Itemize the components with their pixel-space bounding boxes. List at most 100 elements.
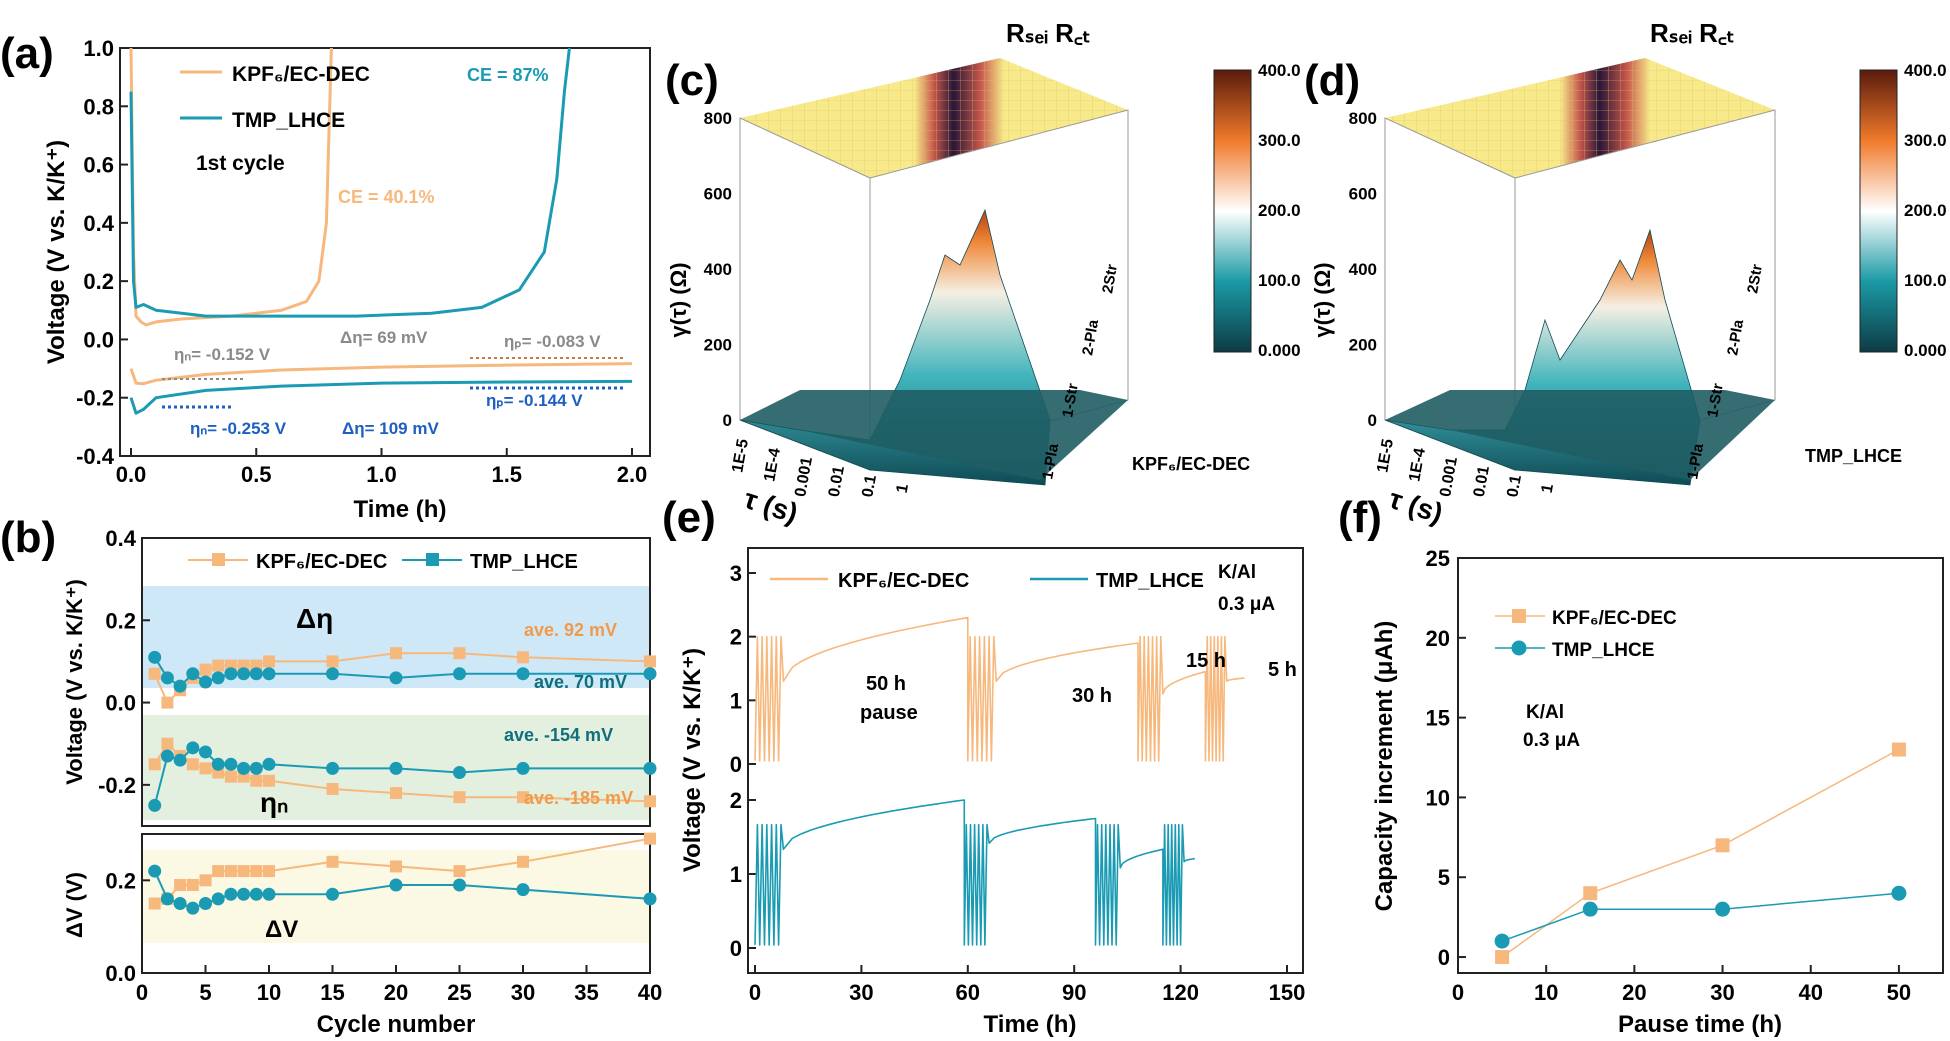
panel-b-dv-kpf6-point — [453, 865, 466, 878]
panel-b-dv-kpf6-point — [326, 855, 339, 868]
panel-e-ytick-label-bottom: 2 — [730, 788, 742, 813]
panel-f-line-tmp — [1501, 892, 1899, 942]
panel-a-xtick-label: 0.5 — [241, 462, 272, 487]
panel-d-colorbar-ticks: 400.0 300.0 200.0 100.0 0.000 — [1904, 61, 1947, 360]
panel-f-axis-ticks: 0 10 20 30 40 50 0 5 10 15 20 25 — [1426, 546, 1912, 1005]
panel-a-ytick-label: 0.6 — [83, 153, 114, 178]
pc-colorbar-label: 300.0 — [1258, 131, 1301, 150]
panel-e-xlabel: Time (h) — [984, 1011, 1077, 1038]
panel-b-etan-tmp-point — [326, 761, 339, 775]
panel-b-deta-kpf6-point — [161, 696, 174, 709]
panel-e-series — [754, 616, 1245, 946]
pd-ztick-label: 400 — [1349, 260, 1377, 279]
panel-b-xtick-label: 5 — [199, 980, 211, 1005]
pd-xtick-label: 1 — [1539, 483, 1557, 495]
panel-a-eta-p-kpf: ηₚ= -0.083 V — [504, 332, 601, 351]
panel-a: (a) 0.0 0.5 1.0 1.5 2.0-0.4-0.20.00.20.40.60… — [0, 29, 651, 523]
panel-c-surface-base — [740, 390, 1128, 480]
pd-xtick-label: 0.01 — [1471, 465, 1493, 499]
pc-xtick-label: 1E-5 — [729, 438, 752, 474]
pc-ztick-label: 600 — [704, 185, 732, 204]
panel-c-peaks: Rₛₑᵢ R꜀ₜ — [1006, 18, 1091, 48]
panel-f-cond2: 0.3 μA — [1523, 730, 1580, 751]
panel-b-ytick-label-bottom: 0.0 — [105, 961, 136, 986]
panel-b-deta-tmp-point — [173, 679, 187, 693]
panel-b-dv-tmp-point — [173, 897, 187, 910]
panel-e-legend-kpf6: KPF₆/EC-DEC — [838, 570, 969, 592]
panel-c-step-ticks: 1-Pla 1-Str 2-Pla 2Str — [1039, 263, 1121, 481]
panel-c-top-grid — [740, 58, 1128, 178]
panel-f-xtick-label: 30 — [1710, 980, 1734, 1005]
panel-a-axis-ticks: 0.0 0.5 1.0 1.5 2.0 -0.4 -0.2 0.0 0.2 0.4 0.6 0.8 1.… — [76, 36, 647, 487]
panel-b-xtick-label: 20 — [384, 980, 408, 1005]
pc-colorbar-label: 400.0 — [1258, 61, 1301, 80]
panel-f-series — [1494, 742, 1907, 965]
panel-b-dv-tmp-point — [453, 878, 466, 892]
panel-b-xlabel: Cycle number — [317, 1011, 476, 1038]
panel-f-legend-kpf6: KPF₆/EC-DEC — [1552, 608, 1677, 629]
panel-f-xtick-label: 10 — [1534, 980, 1558, 1005]
panel-b-dv-tmp-point — [643, 892, 657, 906]
panel-b-deta-tmp-point — [211, 671, 225, 685]
panel-b-dv-tmp-point — [148, 864, 162, 878]
panel-a-xtick-label: 2.0 — [617, 462, 648, 487]
panel-f-xtick-label: 40 — [1798, 980, 1822, 1005]
panel-b-deta-kpf6-point — [148, 667, 161, 680]
panel-b-dv-tmp-point — [389, 878, 403, 892]
panel-b-dv-tmp-point — [516, 883, 530, 897]
panel-e-ytick-label-top: 1 — [730, 688, 742, 713]
panel-b-dv-label: ΔV — [265, 916, 298, 943]
panel-a-eta-p-tmp: ηₚ= -0.144 V — [486, 391, 583, 410]
panel-a-xtick-label: 1.0 — [366, 462, 397, 487]
panel-d-title: TMP_LHCE — [1805, 446, 1902, 466]
panel-f-point-tmp — [1715, 901, 1731, 917]
panel-c-ylabel: γ(τ) (Ω) — [666, 262, 691, 337]
panel-e-ytick-label-bottom: 1 — [730, 862, 742, 887]
panel-e-trace-kpf6 — [754, 616, 1245, 762]
pc-xtick-label: 1E-4 — [761, 447, 784, 483]
panel-b-ytick-label-top: 0.4 — [105, 526, 136, 551]
panel-b-xtick-label: 25 — [447, 980, 471, 1005]
panel-c-x-ticks: 1E-5 1E-4 0.001 0.01 0.1 1 — [729, 438, 912, 499]
panel-b-deta-tmp-point — [199, 675, 212, 689]
panel-a-frame — [119, 47, 651, 457]
panel-b-deta-tmp-point — [453, 667, 466, 681]
panel-a-ytick-label: 0.2 — [83, 269, 114, 294]
pd-xtick-label: 1E-4 — [1406, 447, 1429, 483]
panel-b-dv-kpf6-point — [517, 855, 529, 868]
panel-f-ytick-label: 20 — [1426, 626, 1450, 651]
panel-a-legend-tmp: TMP_LHCE — [232, 109, 345, 132]
panel-f-ylabel: Capacity increment (μAh) — [1371, 621, 1398, 912]
panel-b-etan-kpf6-point — [326, 782, 339, 795]
panel-b-etan-tmp-point — [237, 761, 251, 775]
panel-e-pause-5: 5 h — [1268, 659, 1297, 681]
panel-e-xtick-label: 90 — [1062, 980, 1086, 1005]
pc-step-label: 1-Str — [1059, 382, 1082, 419]
panel-e-legend-tmp: TMP_LHCE — [1096, 570, 1204, 592]
pc-colorbar-label: 200.0 — [1258, 201, 1301, 220]
panel-c: (c) Rₛₑᵢ R꜀ₜ 0 200 400 600 800 1E-5 1E-4 0.001… — [665, 18, 1301, 529]
panel-b-xtick-label: 15 — [320, 980, 344, 1005]
panel-d-step-ticks: 1-Pla 1-Str 2-Pla 2Str — [1684, 263, 1766, 481]
pd-xtick-label: 1E-5 — [1374, 438, 1397, 474]
panel-b-etan-tmp-point — [173, 753, 187, 767]
panel-f-point-tmp — [1494, 933, 1510, 949]
panel-b-deta-tmp-point — [643, 667, 657, 681]
panel-b-etan-tmp-point — [148, 798, 162, 812]
panel-d-colorbar — [1859, 69, 1898, 353]
panel-b-etan-kpf6-point — [390, 787, 402, 800]
panel-f-xtick-label: 0 — [1452, 980, 1464, 1005]
panel-b-dv-tmp-point — [224, 887, 238, 901]
pc-xtick-label: 0.001 — [792, 456, 816, 498]
panel-e-ylabel: Voltage (V vs. K/K⁺) — [679, 648, 706, 872]
panel-e-ytick-label-top: 3 — [730, 561, 742, 586]
panel-a-deta-kpf: Δη= 69 mV — [340, 328, 428, 347]
pc-ztick-label: 400 — [704, 260, 732, 279]
panel-b-etan-kpf6-point — [148, 758, 161, 771]
panel-b-ytick-label-top: 0.2 — [105, 608, 136, 633]
panel-b-deta-kpf6-point — [644, 655, 656, 668]
panel-f-xtick-label: 50 — [1887, 980, 1911, 1005]
panel-b-deta-tmp-point — [249, 667, 263, 681]
